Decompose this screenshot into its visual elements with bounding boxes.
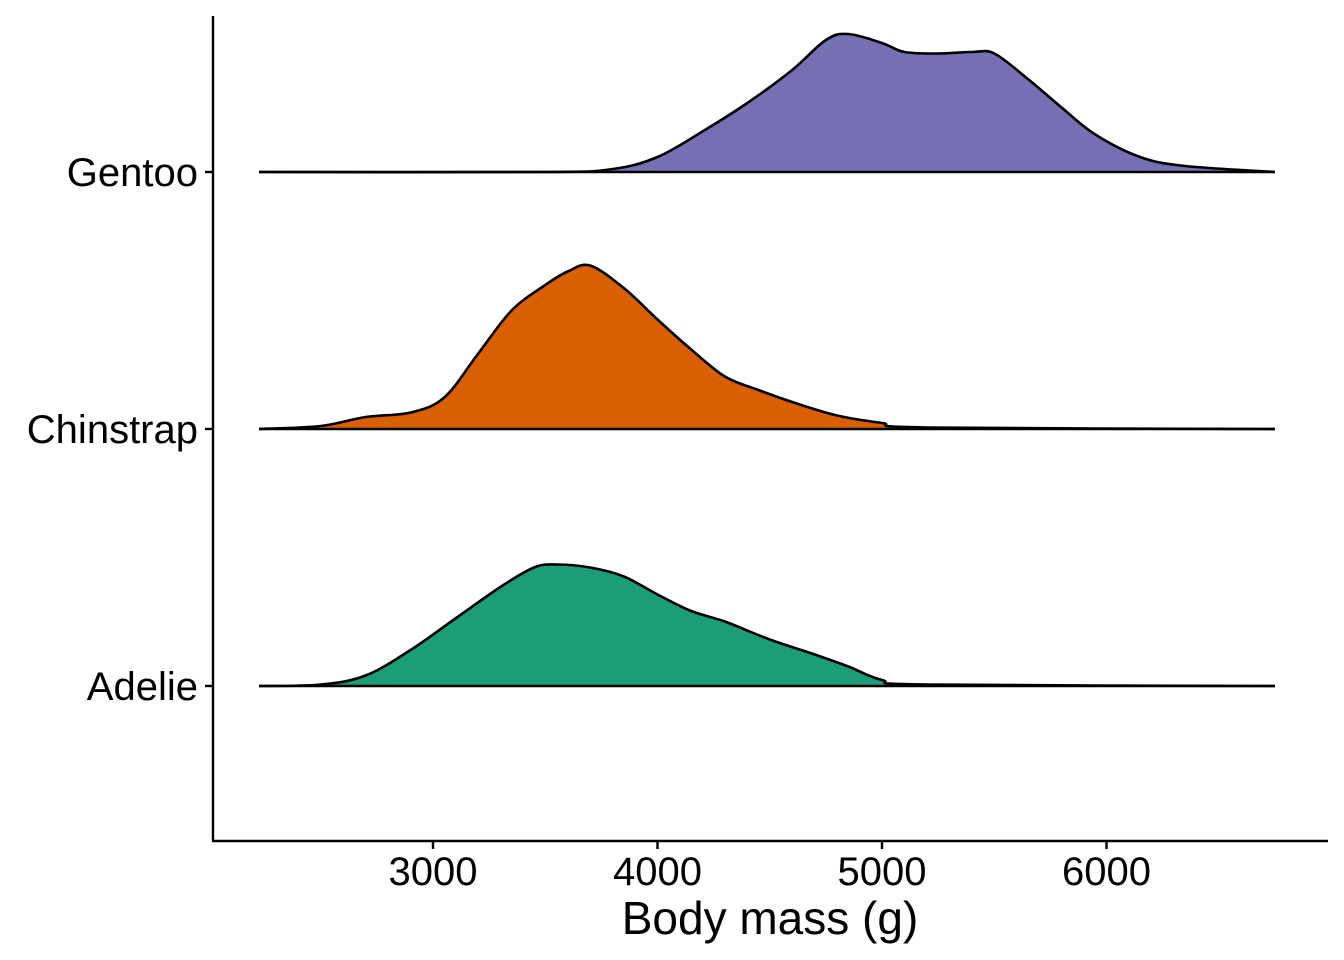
ridge-outline-chinstrap	[258, 263, 1275, 431]
y-axis-ticks: Gentoo Chinstrap Adelie	[27, 151, 213, 709]
ridges-group	[258, 32, 1275, 688]
ridge-outline-gentoo	[258, 32, 1275, 174]
y-tick-label-chinstrap: Chinstrap	[27, 408, 198, 452]
ridge-area-chinstrap	[259, 264, 1275, 429]
ridge-outline-adelie	[258, 563, 1275, 688]
x-tick-label-4000: 4000	[613, 850, 702, 894]
ridge-area-gentoo	[259, 33, 1275, 173]
x-axis-title: Body mass (g)	[622, 892, 919, 944]
x-tick-label-5000: 5000	[838, 850, 927, 894]
x-tick-label-3000: 3000	[389, 850, 478, 894]
x-axis-ticks: 3000 4000 5000 6000	[389, 841, 1151, 894]
x-tick-label-6000: 6000	[1062, 850, 1151, 894]
y-tick-label-gentoo: Gentoo	[67, 151, 198, 195]
y-tick-label-adelie: Adelie	[87, 665, 198, 709]
ridge-area-adelie	[259, 564, 1275, 686]
